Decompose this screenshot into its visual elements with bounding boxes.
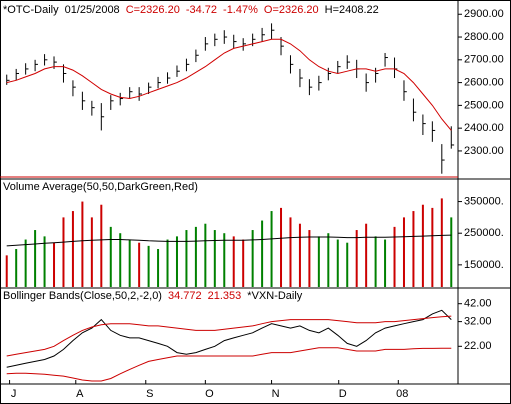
panel-title: Bollinger Bands(Close,50,2,-2,0)	[3, 290, 162, 302]
volume-bar	[81, 201, 84, 287]
volume-bar	[232, 236, 235, 287]
panel-annotation: O=2326.20	[264, 4, 319, 16]
volume-bar	[5, 255, 8, 287]
volume-bar	[204, 223, 207, 287]
volume-bar	[43, 236, 46, 287]
series-line	[6, 38, 452, 131]
volume-bar	[384, 239, 387, 287]
y-tick-label: 2400.00	[464, 122, 504, 134]
series-line	[6, 315, 452, 357]
volume-bar	[346, 242, 349, 287]
volume-bar	[280, 207, 283, 287]
y-tick-label: 32.00	[464, 316, 492, 328]
volume-bar	[166, 239, 169, 287]
volume-bar	[138, 242, 141, 287]
volume-bar	[431, 207, 434, 287]
volume-bar	[128, 239, 131, 287]
y-tick-label: 2900.00	[464, 8, 504, 20]
volume-bar	[242, 239, 245, 287]
panel-annotation: -1.47%	[223, 4, 258, 16]
volume-bar	[270, 211, 273, 287]
panel-title: Volume Average(50,50,DarkGreen,Red)	[3, 181, 198, 193]
panel-annotation: 21.353	[208, 290, 242, 302]
volume-bar	[440, 198, 443, 287]
y-tick-label: 22.00	[464, 340, 492, 352]
panel-annotation: -34.72	[186, 4, 217, 16]
volume-bar	[53, 242, 56, 287]
volume-bar	[71, 211, 74, 287]
y-tick-label: 2500.00	[464, 99, 504, 111]
volume-bar	[421, 204, 424, 287]
volume-bar	[147, 245, 150, 287]
panel-title: *OTC-Daily	[3, 4, 59, 16]
volume-bar	[365, 223, 368, 287]
volume-bar	[119, 233, 122, 287]
series-line	[6, 234, 452, 247]
volume-bar	[393, 226, 396, 287]
volume-bar	[327, 233, 330, 287]
y-tick-label: 2600.00	[464, 77, 504, 89]
x-tick-label: O	[205, 388, 214, 400]
volume-bar	[175, 236, 178, 287]
x-tick-label: A	[76, 388, 84, 400]
x-tick-label: D	[339, 388, 347, 400]
panel-annotation: C=2326.20	[126, 4, 180, 16]
y-tick-label: 2300.00	[464, 145, 504, 157]
y-tick-label: 250000.	[464, 227, 504, 239]
panel-annotation: 34.772	[168, 290, 202, 302]
x-tick-label: 08	[396, 388, 408, 400]
volume-bar	[157, 249, 160, 287]
series-line	[6, 347, 452, 382]
volume-bar	[261, 220, 264, 287]
y-tick-label: 42.00	[464, 298, 492, 310]
volume-bar	[251, 230, 254, 287]
panel-annotation: H=2408.22	[325, 4, 379, 16]
y-tick-label: 2700.00	[464, 54, 504, 66]
volume-bar	[289, 217, 292, 287]
volume-bar	[100, 204, 103, 287]
volume-bar	[24, 239, 27, 287]
y-tick-label: 350000.	[464, 195, 504, 207]
volume-bar	[90, 217, 93, 287]
volume-bar	[298, 223, 301, 287]
volume-bar	[355, 230, 358, 287]
y-tick-label: 2800.00	[464, 31, 504, 43]
panel-annotation: 01/25/2008	[65, 4, 120, 16]
volume-bar	[109, 226, 112, 287]
volume-bar	[450, 217, 453, 287]
x-tick-label: J	[11, 388, 17, 400]
volume-bar	[223, 233, 226, 287]
volume-bar	[194, 226, 197, 287]
panel-annotation: *VXN-Daily	[247, 290, 303, 302]
x-tick-label: S	[146, 388, 153, 400]
volume-bar	[308, 230, 311, 287]
volume-bar	[336, 239, 339, 287]
volume-bar	[317, 236, 320, 287]
volume-bar	[374, 236, 377, 287]
y-tick-label: 150000.	[464, 259, 504, 271]
volume-bar	[412, 211, 415, 287]
volume-bar	[15, 249, 18, 287]
x-tick-label: N	[272, 388, 280, 400]
volume-bar	[185, 230, 188, 287]
volume-bar	[34, 230, 37, 287]
series-line	[6, 309, 452, 368]
volume-bar	[402, 217, 405, 287]
volume-bar	[213, 230, 216, 287]
volume-bar	[62, 217, 65, 287]
